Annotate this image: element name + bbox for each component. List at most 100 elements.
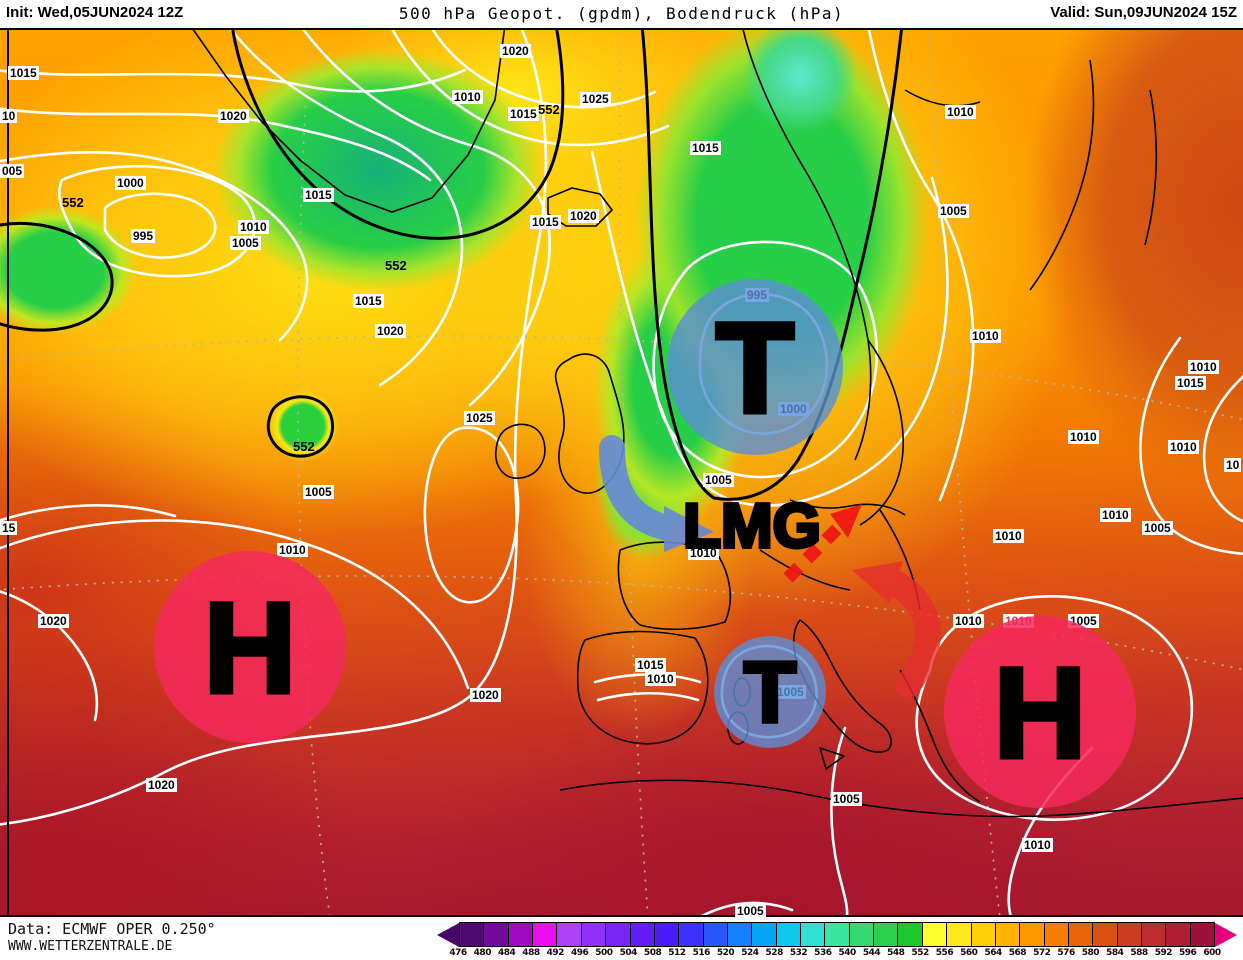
red-curved-arrow bbox=[852, 561, 941, 698]
pressure-label: 1000 bbox=[115, 176, 146, 190]
geopotential-label: 552 bbox=[62, 195, 84, 210]
geopotential-label: 552 bbox=[385, 258, 407, 273]
colorbar-segment bbox=[654, 923, 680, 946]
colorbar-segment bbox=[1020, 923, 1045, 946]
pressure-label: 1010 bbox=[1168, 440, 1199, 454]
colorbar-tick-label: 600 bbox=[1203, 948, 1221, 958]
colorbar-segment bbox=[460, 923, 485, 946]
colorbar-segment bbox=[825, 923, 850, 946]
pressure-label: 1020 bbox=[375, 324, 406, 338]
pressure-label: 1010 bbox=[953, 614, 984, 628]
colorbar-tick-label: 548 bbox=[887, 948, 905, 958]
colorbar-segment bbox=[1044, 923, 1069, 946]
pressure-label: 1015 bbox=[1175, 376, 1206, 390]
colorbar-segment bbox=[752, 923, 777, 946]
colorbar-tick-label: 520 bbox=[716, 948, 735, 958]
weather-map: 1015 10 1020 005 1000 995 1010 1005 1015 1015 1020… bbox=[0, 30, 1243, 918]
colorbar-segment bbox=[849, 923, 875, 946]
coastlines bbox=[192, 30, 1243, 818]
pressure-label: 1005 bbox=[230, 236, 261, 250]
pressure-label: 1010 bbox=[945, 105, 976, 119]
colorbar-segment bbox=[727, 923, 753, 946]
pressure-label: 1010 bbox=[238, 220, 269, 234]
colorbar-segment bbox=[1093, 923, 1118, 946]
colorbar-tick-label: 480 bbox=[473, 948, 492, 958]
colorbar-tick-label: 568 bbox=[1008, 948, 1027, 958]
pressure-label: 1020 bbox=[568, 209, 599, 223]
colorbar-tick-label: 528 bbox=[765, 948, 784, 958]
colorbar-segment bbox=[581, 923, 607, 946]
pressure-label: 1015 bbox=[353, 294, 384, 308]
pressure-label: 15 bbox=[0, 521, 18, 535]
pressure-label: 1020 bbox=[218, 109, 249, 123]
high-circle-atlantic bbox=[154, 551, 346, 743]
pressure-label: 1010 bbox=[970, 329, 1001, 343]
low-circle-main bbox=[667, 279, 843, 455]
colorbar-segment bbox=[874, 923, 899, 946]
pressure-label: 1005 bbox=[703, 473, 734, 487]
colorbar-segment bbox=[922, 923, 948, 946]
pressure-label: 1010 bbox=[1022, 838, 1053, 852]
colorbar-tick-label: 532 bbox=[789, 948, 808, 958]
pressure-label: 1020 bbox=[470, 688, 501, 702]
pressure-label: 005 bbox=[0, 164, 25, 178]
pressure-label: 1025 bbox=[464, 411, 495, 425]
colorbar-tick-label: 512 bbox=[668, 948, 686, 958]
colorbar-left-arrow-icon bbox=[437, 922, 459, 947]
pressure-label: 10 bbox=[0, 109, 18, 123]
map-title: 500 hPa Geopot. (gpdm), Bodendruck (hPa) bbox=[398, 4, 845, 23]
high-symbol-east: H bbox=[994, 642, 1086, 785]
colorbar-segment bbox=[947, 923, 972, 946]
pressure-label: 1020 bbox=[146, 778, 177, 792]
colorbar-segment bbox=[1166, 923, 1191, 946]
colorbar-segment bbox=[703, 923, 728, 946]
pressure-label: 1010 bbox=[1068, 430, 1099, 444]
pressure-label: 1015 bbox=[508, 107, 539, 121]
footer-bar: Data: ECMWF OPER 0.250° WWW.WETTERZENTRA… bbox=[0, 917, 1243, 960]
pressure-label: 1015 bbox=[8, 66, 39, 80]
high-symbol-atlantic: H bbox=[204, 577, 296, 720]
pressure-label: 1005 bbox=[938, 204, 969, 218]
colorbar-tick-label: 584 bbox=[1106, 948, 1124, 958]
colorbar-tick-label: 572 bbox=[1033, 948, 1051, 958]
colorbar-tick-label: 484 bbox=[497, 948, 516, 958]
colorbar-segment bbox=[533, 923, 558, 946]
colorbar-segment bbox=[606, 923, 631, 946]
pressure-label: 1010 bbox=[688, 546, 719, 560]
pressure-label: 995 bbox=[131, 229, 156, 243]
pressure-label: 1005 bbox=[303, 485, 334, 499]
low-symbol-alps: T bbox=[744, 645, 797, 741]
colorbar-tick-label: 508 bbox=[643, 948, 662, 958]
pressure-label: 1015 bbox=[530, 215, 561, 229]
colorbar-tick-label: 592 bbox=[1154, 948, 1173, 958]
colorbar-tick-label: 516 bbox=[692, 948, 711, 958]
website-text: WWW.WETTERZENTRALE.DE bbox=[8, 939, 173, 954]
colorbar-tick-label: 524 bbox=[741, 948, 759, 958]
pressure-label: 1020 bbox=[38, 614, 69, 628]
colorbar-tick-label: 556 bbox=[935, 948, 954, 958]
pressure-label: 1005 bbox=[735, 904, 766, 918]
pressure-label: 1005 bbox=[831, 792, 862, 806]
colorbar-tick-label: 596 bbox=[1179, 948, 1197, 958]
annotation-layer: T T H H LMG bbox=[154, 279, 1136, 808]
colorbar-tick-label: 560 bbox=[960, 948, 978, 958]
colorbar-segment bbox=[776, 923, 802, 946]
colorbar-tick-label: 580 bbox=[1081, 948, 1100, 958]
pressure-label: 1015 bbox=[690, 141, 721, 155]
valid-time: Valid: Sun,09JUN2024 15Z bbox=[1050, 4, 1237, 21]
colorbar-tick-label: 504 bbox=[619, 948, 638, 958]
colorbar-segment bbox=[1190, 923, 1215, 946]
colorbar-segment bbox=[995, 923, 1021, 946]
blue-flow-arrow bbox=[599, 435, 714, 552]
colorbar-tick-label: 544 bbox=[862, 948, 881, 958]
pressure-label: 1015 bbox=[635, 658, 666, 672]
colorbar-tick-label: 496 bbox=[570, 948, 589, 958]
colorbar-tick-label: 488 bbox=[522, 948, 540, 958]
colorbar-segment bbox=[484, 923, 509, 946]
pressure-label: 1025 bbox=[580, 92, 611, 106]
colorbar-tick-label: 476 bbox=[449, 948, 467, 958]
pressure-label: 10 bbox=[1224, 458, 1242, 472]
colorbar-tick-label: 576 bbox=[1057, 948, 1075, 958]
init-time: Init: Wed,05JUN2024 12Z bbox=[6, 4, 184, 21]
